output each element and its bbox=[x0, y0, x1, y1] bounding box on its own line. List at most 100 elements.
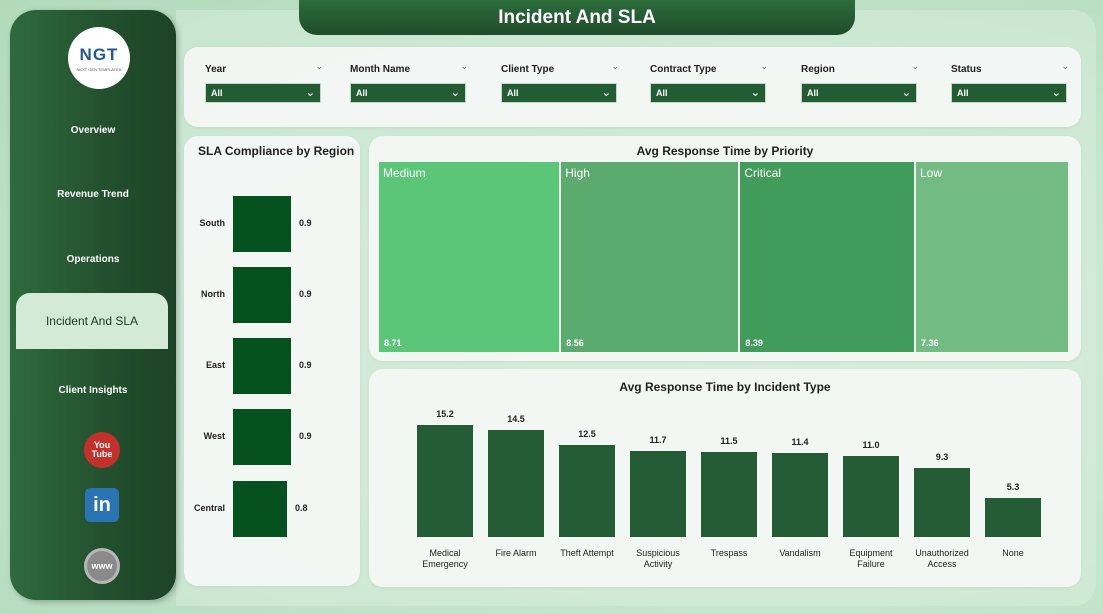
incident-bar[interactable] bbox=[914, 468, 970, 537]
filter-region: Region ⌄ All ⌄ bbox=[801, 61, 919, 103]
filter-panel: Year ⌄ All ⌄ Month Name ⌄ All ⌄ Client Type ⌄ All ⌄… bbox=[184, 47, 1081, 127]
incident-bar-value: 12.5 bbox=[578, 428, 596, 439]
filter-value: All bbox=[807, 88, 819, 98]
filter-value: All bbox=[211, 88, 223, 98]
treemap-cell-value: 8.56 bbox=[566, 338, 584, 348]
treemap-cell-value: 7.36 bbox=[920, 338, 939, 348]
sla-region-label: North bbox=[201, 289, 225, 299]
incident-bar[interactable] bbox=[772, 453, 828, 537]
filter-label: Month Name bbox=[350, 63, 410, 75]
incident-bar-value: 15.2 bbox=[436, 409, 454, 419]
incident-category-label: Theft Attempt bbox=[560, 548, 614, 558]
sla-region-label: Central bbox=[193, 503, 225, 513]
treemap-cell[interactable]: Critical 8.39 bbox=[740, 162, 914, 352]
incident-category-label: Suspicious Activity bbox=[636, 548, 680, 569]
sla-bar[interactable] bbox=[233, 196, 291, 252]
incident-bar[interactable] bbox=[701, 452, 757, 537]
sla-value-label: 0.9 bbox=[299, 431, 312, 441]
incident-chart-title: Avg Response Time by Incident Type bbox=[619, 380, 831, 394]
incident-category-label: Equipment Failure bbox=[849, 548, 893, 569]
treemap-cell-label: High bbox=[565, 166, 590, 180]
filter-value: All bbox=[957, 88, 969, 98]
chevron-down-icon[interactable]: ⌄ bbox=[611, 61, 619, 71]
sla-bar[interactable] bbox=[233, 409, 291, 465]
sla-bar[interactable] bbox=[233, 267, 291, 323]
treemap-cell[interactable]: Low 7.36 bbox=[915, 162, 1068, 352]
dropdown-arrow-icon: ⌄ bbox=[1051, 87, 1061, 99]
chevron-down-icon[interactable]: ⌄ bbox=[315, 61, 323, 71]
incident-category-label: Medical Emergency bbox=[422, 548, 468, 569]
filter-value: All bbox=[656, 88, 668, 98]
treemap-cell-value: 8.39 bbox=[745, 338, 763, 348]
filter-client-type: Client Type ⌄ All ⌄ bbox=[501, 61, 619, 103]
sla-region-label: East bbox=[205, 360, 225, 370]
logo-subtext: NEXT GEN TEMPLATES bbox=[76, 66, 122, 72]
incident-bar[interactable] bbox=[559, 444, 615, 537]
logo: NGT NEXT GEN TEMPLATES bbox=[68, 27, 130, 89]
nav-item-operations[interactable]: Operations bbox=[66, 253, 120, 265]
sla-value-label: 0.9 bbox=[299, 218, 312, 228]
incident-category-label: Vandalism bbox=[779, 548, 821, 558]
filter-year: Year ⌄ All ⌄ bbox=[205, 61, 323, 103]
nav-item-client-insights[interactable]: Client Insights bbox=[58, 384, 128, 396]
treemap-cell-label: Critical bbox=[744, 166, 782, 180]
filter-dropdown[interactable]: All ⌄ bbox=[501, 83, 617, 103]
filter-dropdown[interactable]: All ⌄ bbox=[951, 83, 1067, 103]
dropdown-arrow-icon: ⌄ bbox=[901, 87, 911, 99]
web-globe-icon[interactable]: www bbox=[84, 548, 120, 584]
nav-item-revenue-trend[interactable]: Revenue Trend bbox=[57, 188, 129, 200]
filter-value: All bbox=[507, 88, 519, 98]
sla-bar[interactable] bbox=[233, 481, 287, 537]
incident-bar[interactable] bbox=[985, 497, 1041, 537]
filter-contract-type: Contract Type ⌄ All ⌄ bbox=[650, 61, 768, 103]
incident-bar-value: 5.3 bbox=[1006, 481, 1020, 492]
nav-item-overview[interactable]: Overview bbox=[70, 124, 116, 136]
treemap-cell-label: Medium bbox=[383, 166, 426, 180]
incident-bar[interactable] bbox=[843, 455, 899, 537]
sla-chart-title: SLA Compliance by Region bbox=[198, 144, 355, 158]
sla-value-label: 0.8 bbox=[295, 503, 308, 513]
chevron-down-icon[interactable]: ⌄ bbox=[760, 61, 768, 71]
chevron-down-icon[interactable]: ⌄ bbox=[1061, 61, 1069, 71]
incident-bar[interactable] bbox=[630, 450, 686, 537]
incident-type-chart: Avg Response Time by Incident Type 15.2 M… bbox=[369, 369, 1081, 587]
linkedin-icon[interactable]: in bbox=[85, 488, 119, 522]
filter-value: All bbox=[356, 88, 368, 98]
sla-compliance-chart: SLA Compliance by Region South 0.9 North 0.… bbox=[184, 136, 360, 586]
chevron-down-icon[interactable]: ⌄ bbox=[460, 61, 468, 71]
nav-item-incident-and-sla[interactable]: Incident And SLA bbox=[16, 293, 168, 349]
logo-text: NGT bbox=[79, 44, 119, 64]
sla-row: West 0.9 bbox=[184, 409, 360, 465]
filter-label: Status bbox=[951, 63, 982, 75]
filter-dropdown[interactable]: All ⌄ bbox=[650, 83, 766, 103]
youtube-icon[interactable]: You Tube bbox=[84, 432, 120, 468]
sla-region-label: South bbox=[199, 218, 226, 228]
incident-bar[interactable] bbox=[488, 430, 544, 537]
incident-bar[interactable] bbox=[417, 425, 473, 537]
incident-bar-value: 11.5 bbox=[720, 436, 738, 447]
priority-treemap-chart: Avg Response Time by Priority Medium 8.71… bbox=[369, 136, 1081, 361]
incident-bar-value: 11.7 bbox=[649, 434, 667, 445]
filter-label: Client Type bbox=[501, 63, 555, 75]
sla-value-label: 0.9 bbox=[299, 289, 312, 299]
treemap-cell-value: 8.71 bbox=[384, 338, 402, 348]
youtube-icon-text: You Tube bbox=[91, 440, 113, 459]
filter-dropdown[interactable]: All ⌄ bbox=[801, 83, 917, 103]
filter-label: Contract Type bbox=[650, 63, 717, 75]
sla-row: North 0.9 bbox=[184, 267, 360, 323]
sla-bar[interactable] bbox=[233, 338, 291, 394]
treemap-cell[interactable]: High 8.56 bbox=[561, 162, 739, 352]
filter-dropdown[interactable]: All ⌄ bbox=[205, 83, 321, 103]
chevron-down-icon[interactable]: ⌄ bbox=[911, 61, 919, 71]
sla-value-label: 0.9 bbox=[299, 360, 312, 370]
filter-dropdown[interactable]: All ⌄ bbox=[350, 83, 466, 103]
filter-label: Region bbox=[801, 63, 835, 75]
treemap-cell[interactable]: Medium 8.71 bbox=[379, 162, 560, 352]
filter-label: Year bbox=[205, 63, 227, 75]
dropdown-arrow-icon: ⌄ bbox=[601, 87, 611, 99]
page-title: Incident And SLA bbox=[299, 0, 855, 35]
sla-row: Central 0.8 bbox=[184, 481, 360, 537]
incident-bar-value: 9.3 bbox=[935, 452, 949, 463]
dropdown-arrow-icon: ⌄ bbox=[750, 87, 760, 99]
sla-region-label: West bbox=[203, 431, 225, 441]
